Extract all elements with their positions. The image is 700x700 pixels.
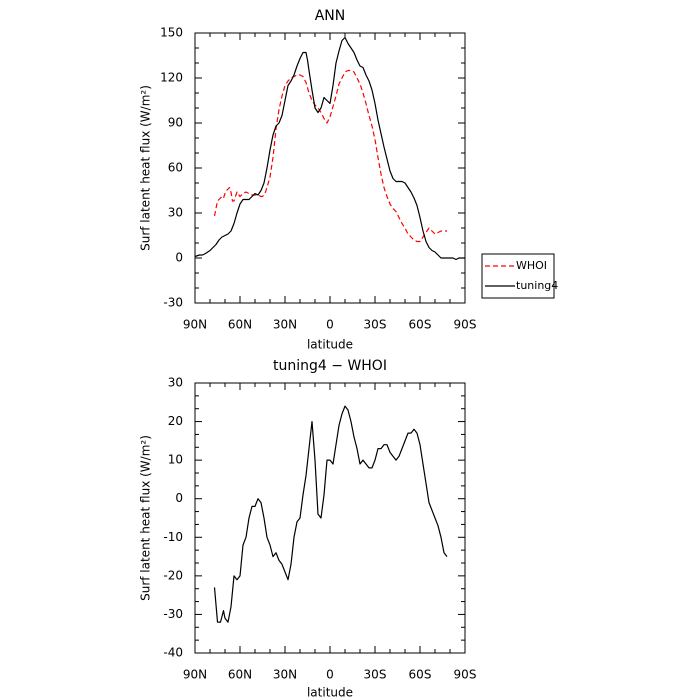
y-axis-label: Surf latent heat flux (W/m²) [139,435,153,601]
x-tick-label: 90N [183,668,207,682]
plot-frame [194,382,466,654]
x-tick-label: 90S [454,668,477,682]
y-tick-label: -10 [163,530,183,544]
y-tick-label: -20 [163,568,183,582]
y-axis-label: Surf latent heat flux (W/m²) [139,85,153,251]
legend-label: tuning4 [516,279,558,292]
x-tick-label: 0 [326,318,334,332]
y-tick-label: -30 [163,607,183,621]
x-tick-label: 30S [364,318,387,332]
x-tick-label: 30S [364,668,387,682]
y-tick-label: 0 [175,251,183,265]
y-tick-label: -40 [163,646,183,660]
y-tick-label: 30 [168,376,183,390]
x-axis-label: latitude [307,686,353,700]
plot-frame [194,32,466,304]
x-tick-label: 0 [326,668,334,682]
chart-title: ANN [315,8,346,24]
y-tick-label: 20 [168,414,183,428]
x-tick-label: 30N [273,668,297,682]
legend-box [481,253,555,299]
series-line-0 [213,405,448,623]
x-tick-label: 60S [409,318,432,332]
x-tick-label: 90S [454,318,477,332]
x-tick-label: 30N [273,318,297,332]
x-tick-label: 60S [409,668,432,682]
x-tick-label: 60N [228,668,252,682]
x-tick-label: 90N [183,318,207,332]
y-tick-label: 60 [168,161,183,175]
y-tick-label: 120 [160,71,183,85]
x-tick-label: 60N [228,318,252,332]
series-line-tuning4 [194,36,465,261]
y-tick-label: -30 [163,296,183,310]
x-axis-label: latitude [307,338,353,352]
y-tick-label: 150 [160,26,183,40]
y-tick-label: 30 [168,206,183,220]
legend-label: WHOI [516,259,547,272]
y-tick-label: 10 [168,453,183,467]
y-tick-label: 90 [168,116,183,130]
chart-title: tuning4 − WHOI [273,358,387,374]
y-tick-label: 0 [175,491,183,505]
